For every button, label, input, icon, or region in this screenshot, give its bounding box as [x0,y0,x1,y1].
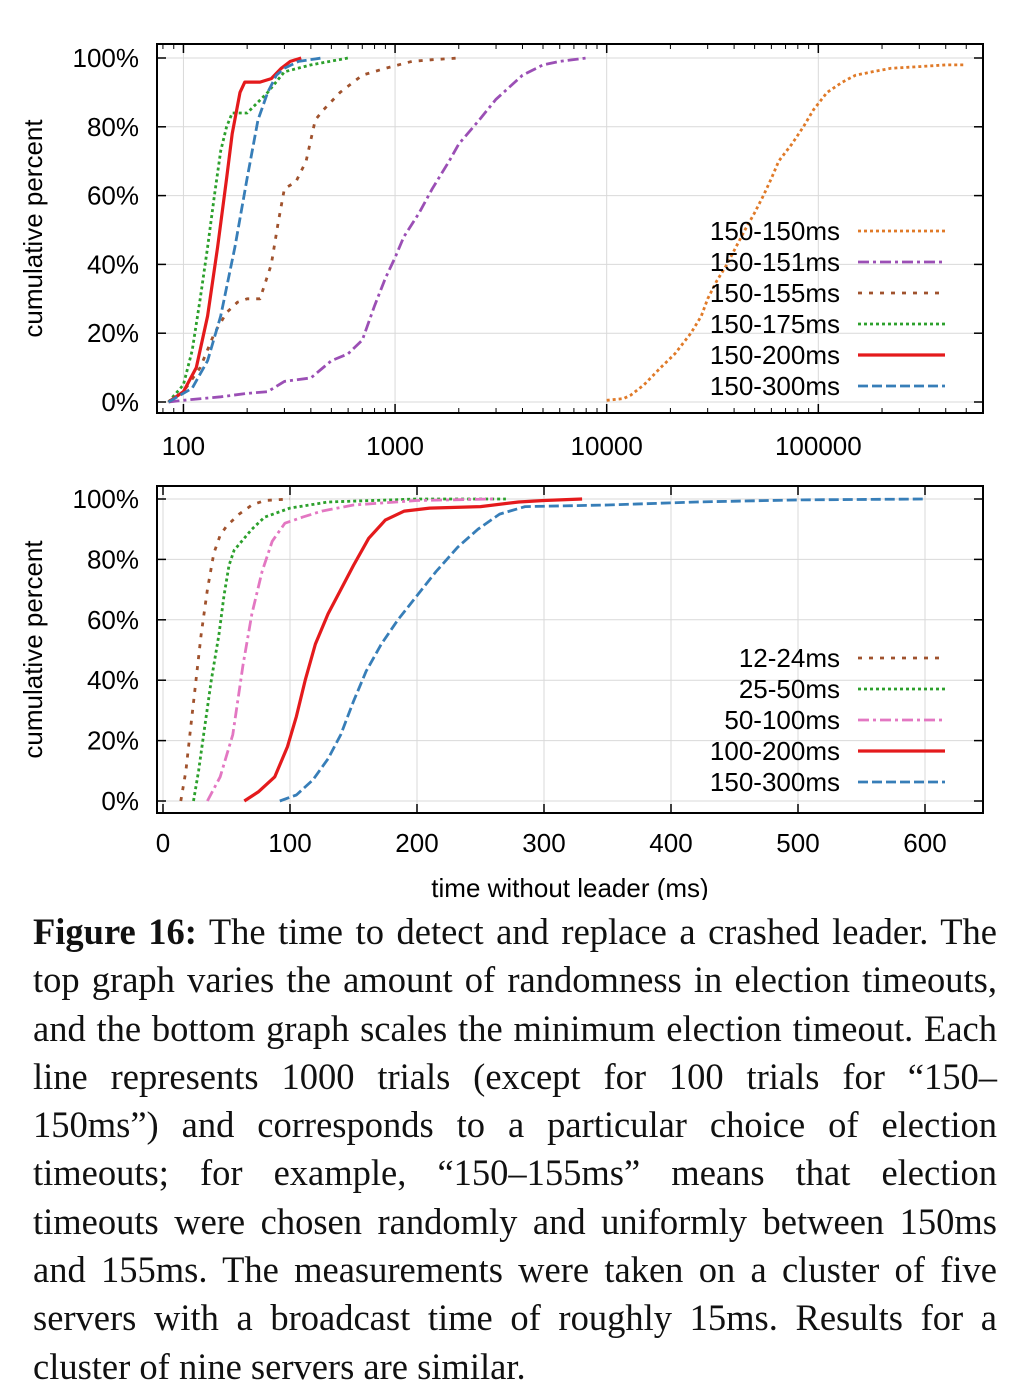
x-tick-label: 300 [522,828,565,858]
series-line-12-24ms [179,497,291,802]
caption-label: Figure 16: [33,911,197,952]
series-line-25-50ms [192,497,506,802]
series-line-150-175ms [167,56,349,403]
y-tick-label: 100% [73,43,140,73]
y-tick-label: 80% [87,544,139,574]
plot-frame [156,485,984,814]
x-tick-label: 600 [903,828,946,858]
y-tick-label: 40% [87,665,139,695]
legend-label: 100-200ms [710,736,840,766]
x-tick-label: 100 [162,431,205,461]
legend-label: 150-155ms [710,278,840,308]
legend-label: 25-50ms [739,674,840,704]
y-tick-label: 100% [73,484,140,514]
plot-frame [156,43,984,414]
y-tick-label: 60% [87,181,139,211]
legend-label: 150-300ms [710,371,840,401]
y-tick-label: 20% [87,318,139,348]
series-line-150-300ms [279,497,926,803]
legend-label: 12-24ms [739,643,840,673]
y-tick-label: 20% [87,726,139,756]
x-tick-label: 10000 [571,431,643,461]
legend-label: 150-300ms [710,767,840,797]
x-tick-label: 500 [776,828,819,858]
y-tick-label: 0% [101,786,139,816]
x-tick-label: 100 [268,828,311,858]
legend-label: 150-150ms [710,216,840,246]
series-line-50-100ms [206,497,494,802]
legend-label: 150-200ms [710,340,840,370]
y-axis-label: cumulative percent [18,119,48,338]
figure-charts: 0%20%40%60%80%100%100 1000 10000 100000cumu… [18,43,984,900]
caption-text: The time to detect and replace a crashed… [33,911,997,1387]
legend-label: 50-100ms [724,705,840,735]
x-tick-label: 200 [395,828,438,858]
legend-label: 150-175ms [710,309,840,339]
chart-2: 0% 20% 40% 60% 80% 100% 0 100 200 300 400 500 600 cum… [18,484,984,900]
y-tick-label: 0% [101,387,139,417]
x-tick-label: 100000 [775,431,862,461]
figure-caption: Figure 16: The time to detect and replac… [33,908,997,1391]
chart-1: 0% 20% 40% 60% 80% 100% 100 1000 10000 100000 cumu… [18,43,984,461]
legend-label: 150-151ms [710,247,840,277]
y-tick-label: 80% [87,112,139,142]
x-axis-label: time without leader (ms) [431,873,708,900]
series-line-100-200ms [243,497,583,803]
series-line-150-155ms [167,56,459,404]
y-tick-label: 60% [87,605,139,635]
series-line-150-151ms [168,56,587,404]
y-tick-label: 40% [87,249,139,279]
y-axis-label: cumulative percent [18,540,48,759]
x-tick-label: 0 [156,828,170,858]
x-tick-label: 400 [649,828,692,858]
series-line-150-200ms [167,56,302,404]
series-line-150-300ms [167,56,322,404]
x-tick-label: 1000 [366,431,424,461]
